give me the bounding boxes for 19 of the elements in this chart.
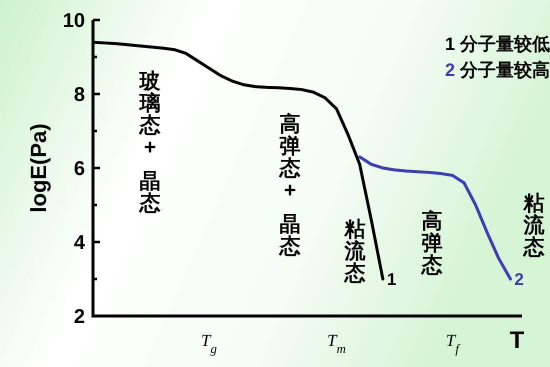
y-tick-label: 8 bbox=[74, 84, 85, 106]
text: 粘流态 bbox=[522, 192, 546, 259]
x-tick-label: T$_{m}$ bbox=[327, 331, 346, 356]
annotation: 1 bbox=[386, 270, 396, 289]
annotation: 玻璃态+ 晶态 bbox=[138, 70, 160, 215]
y-tick-label: 2 bbox=[74, 306, 85, 328]
y-tick-label: 10 bbox=[62, 10, 85, 32]
x-tick-label: T$_{f}$ bbox=[446, 331, 462, 356]
annotation: 粘流态 bbox=[344, 218, 366, 285]
x-tick-label: T$_{g}$ bbox=[201, 331, 217, 356]
y-tick-label: 4 bbox=[74, 232, 86, 254]
annotation: 2 bbox=[514, 270, 524, 289]
x-axis-title: T bbox=[510, 327, 525, 354]
annotation: 高弹态+ 晶态 bbox=[278, 112, 300, 258]
annotation: 高弹态 bbox=[420, 209, 442, 277]
text: 2 分子量较高 bbox=[445, 60, 550, 80]
y-tick-label: 6 bbox=[74, 158, 85, 180]
y-axis-title: logE(Pa) bbox=[26, 123, 51, 213]
text: 1 分子量较低 bbox=[445, 34, 550, 54]
